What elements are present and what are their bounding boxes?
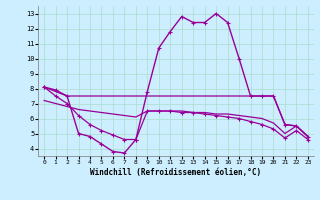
X-axis label: Windchill (Refroidissement éolien,°C): Windchill (Refroidissement éolien,°C) bbox=[91, 168, 261, 177]
